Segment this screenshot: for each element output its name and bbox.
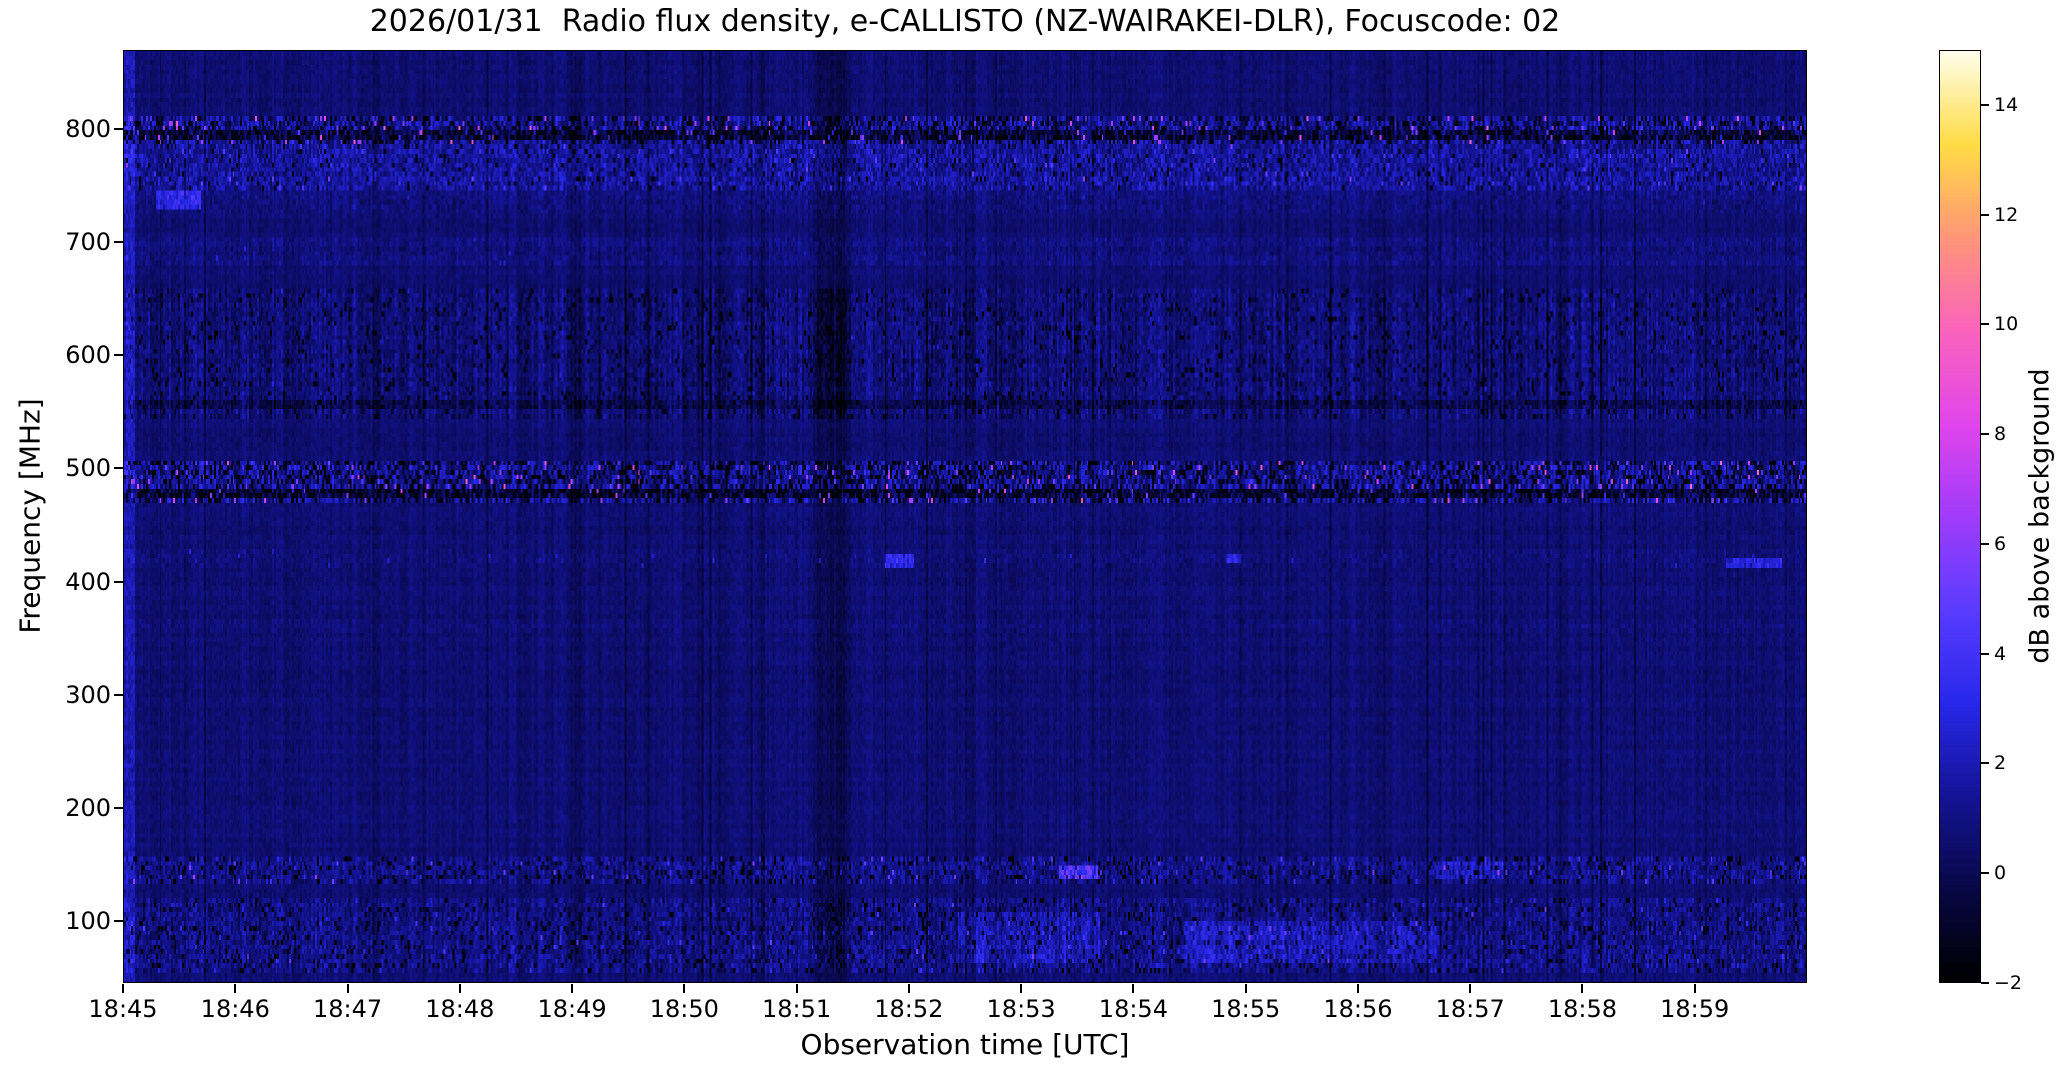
x-tick-mark xyxy=(1020,984,1023,993)
plot-area xyxy=(123,50,1807,983)
colorbar-gradient xyxy=(1940,51,1980,982)
colorbar-tick-mark xyxy=(1981,762,1989,765)
x-tick-label: 18:57 xyxy=(1435,995,1505,1023)
x-tick-mark xyxy=(1469,984,1472,993)
colorbar-tick-label: 0 xyxy=(1994,862,2007,885)
x-tick-mark xyxy=(458,984,461,993)
x-tick-mark xyxy=(683,984,686,993)
colorbar-tick-mark xyxy=(1981,323,1989,326)
x-tick-label: 18:50 xyxy=(649,995,719,1023)
colorbar-tick-label: 14 xyxy=(1994,93,2019,116)
colorbar-tick-mark xyxy=(1981,213,1989,216)
colorbar-tick-mark xyxy=(1981,872,1989,875)
y-tick-mark xyxy=(114,806,123,809)
y-tick-mark xyxy=(114,467,123,470)
y-tick-label: 200 xyxy=(65,793,111,822)
colorbar-tick-label: 2 xyxy=(1994,752,2007,775)
x-tick-label: 18:47 xyxy=(312,995,383,1023)
x-tick-label: 18:56 xyxy=(1323,995,1393,1023)
y-tick-label: 100 xyxy=(65,906,111,935)
x-tick-label: 18:51 xyxy=(762,995,832,1023)
colorbar-tick-mark xyxy=(1981,982,1989,984)
x-tick-mark xyxy=(907,984,910,993)
x-tick-mark xyxy=(1132,984,1135,993)
y-tick-label: 300 xyxy=(65,680,111,709)
colorbar-tick-label: 8 xyxy=(1994,423,2007,446)
y-tick-label: 400 xyxy=(65,567,111,596)
x-tick-label: 18:55 xyxy=(1211,995,1281,1023)
colorbar-label: dB above background xyxy=(2024,368,2056,664)
colorbar-tick-mark xyxy=(1981,103,1989,106)
x-tick-label: 18:48 xyxy=(425,995,495,1023)
y-tick-label: 700 xyxy=(65,228,111,257)
chart-title: 2026/01/31 Radio flux density, e-CALLIST… xyxy=(369,4,1561,39)
x-tick-label: 18:53 xyxy=(986,995,1056,1023)
colorbar-tick-label: 6 xyxy=(1994,532,2007,555)
x-tick-mark xyxy=(234,984,237,993)
colorbar-tick-label: 12 xyxy=(1994,203,2019,226)
x-tick-mark xyxy=(1581,984,1584,993)
x-tick-mark xyxy=(122,984,124,993)
colorbar-tick-label: 4 xyxy=(1994,642,2007,665)
x-tick-mark xyxy=(1693,984,1696,993)
y-tick-mark xyxy=(114,693,123,696)
spectrogram-heatmap xyxy=(124,51,1806,982)
y-tick-label: 500 xyxy=(65,454,111,483)
x-axis-label: Observation time [UTC] xyxy=(800,1028,1130,1061)
x-tick-label: 18:45 xyxy=(88,995,158,1023)
y-tick-mark xyxy=(114,580,123,583)
colorbar-tick-label: −2 xyxy=(1994,972,2023,994)
colorbar-tick-mark xyxy=(1981,542,1989,545)
x-tick-label: 18:58 xyxy=(1547,995,1618,1023)
y-axis-label: Frequency [MHz] xyxy=(13,398,47,634)
x-tick-label: 18:52 xyxy=(874,995,944,1023)
y-tick-label: 800 xyxy=(65,115,111,144)
y-tick-mark xyxy=(114,354,123,357)
y-tick-mark xyxy=(114,241,123,244)
y-tick-mark xyxy=(114,128,123,131)
x-tick-mark xyxy=(571,984,574,993)
colorbar-tick-mark xyxy=(1981,433,1989,436)
x-tick-mark xyxy=(346,984,349,993)
colorbar-tick-label: 10 xyxy=(1994,313,2019,336)
x-tick-label: 18:54 xyxy=(1098,995,1168,1023)
x-tick-mark xyxy=(1244,984,1247,993)
x-tick-label: 18:49 xyxy=(537,995,607,1023)
colorbar-tick-mark xyxy=(1981,652,1989,655)
x-tick-label: 18:59 xyxy=(1660,995,1730,1023)
colorbar xyxy=(1939,50,1981,983)
x-tick-mark xyxy=(795,984,798,993)
x-tick-label: 18:46 xyxy=(200,995,270,1023)
y-tick-label: 600 xyxy=(65,341,111,370)
x-tick-mark xyxy=(1356,984,1359,993)
y-tick-mark xyxy=(114,919,123,922)
